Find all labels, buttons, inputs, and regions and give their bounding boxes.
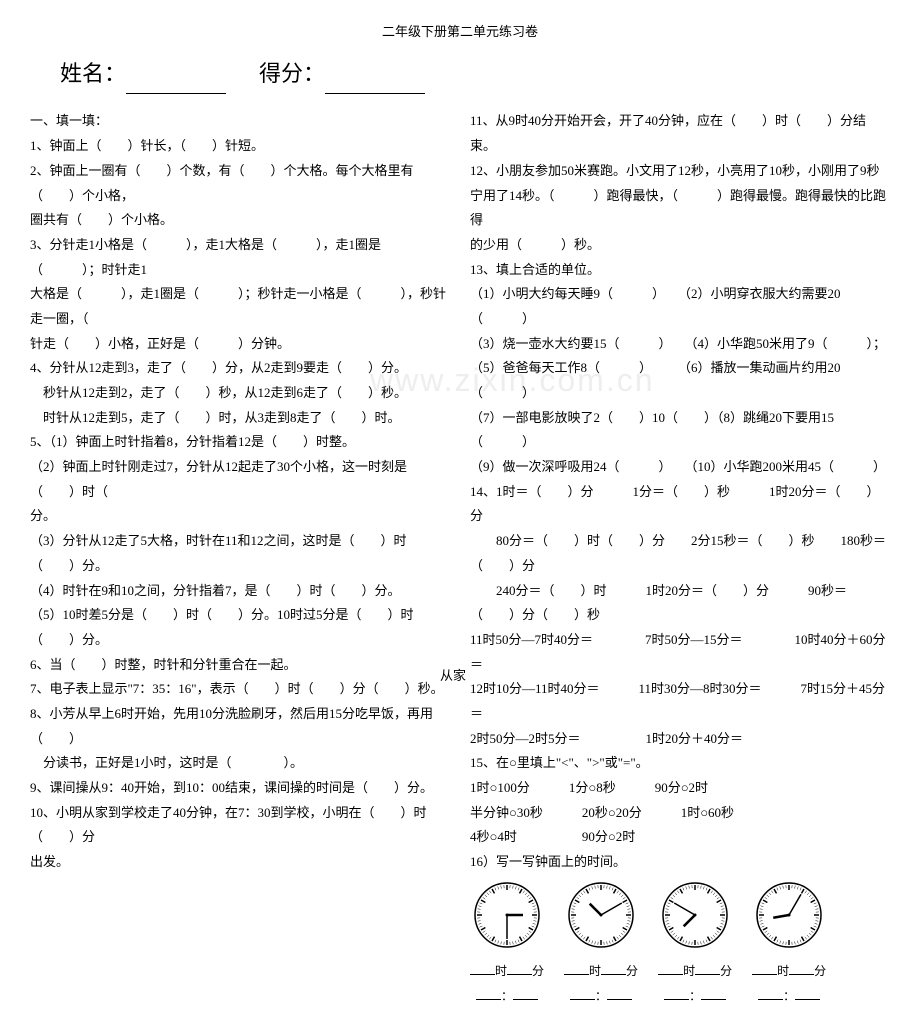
question-10b: 出发。 <box>30 850 450 875</box>
clock-sublabel: ： <box>470 985 544 1008</box>
clock-sublabel: ： <box>752 985 826 1008</box>
question-8b: 分读书，正好是1小时，这时是（ ）。 <box>30 751 450 776</box>
clocks-row: 时分： 时分： 时分： 时分： <box>470 880 890 1008</box>
clock-label: 时分 <box>658 960 732 983</box>
question-7: 7、电子表上显示"7：35：16"，表示（ ）时（ ）分（ ）秒。 <box>30 677 450 702</box>
question-15a: 1时○100分 1分○8秒 90分○2时 <box>470 776 890 801</box>
clock-item: 时分： <box>564 880 638 1008</box>
header-row: 姓名： 得分： <box>30 53 890 95</box>
question-12b: 宁用了14秒。（ ）跑得最快，（ ）跑得最慢。跑得最快的比跑得 <box>470 184 890 233</box>
fromhome-label: 从家 <box>440 664 466 689</box>
question-2b: 圈共有（ ）个小格。 <box>30 208 450 233</box>
question-13-1: （1）小明大约每天睡9（ ） （2）小明穿衣服大约需要20（ ） <box>470 282 890 331</box>
question-5a: 5、（1）钟面上时针指着8，分针指着12是（ ）时整。 <box>30 430 450 455</box>
question-13-5: （5）爸爸每天工作8（ ） （6）播放一集动画片约用20（ ） <box>470 356 890 405</box>
clock-item: 时分： <box>658 880 732 1008</box>
question-16: 16）写一写钟面上的时间。 <box>470 850 890 875</box>
question-13-3: （3）烧一壶水大约要15（ ） （4）小华跑50米用了9（ ）； <box>470 332 890 357</box>
question-15b: 半分钟○30秒 20秒○20分 1时○60秒 <box>470 801 890 826</box>
score-label: 得分： <box>259 61 325 86</box>
question-14d: 11时50分—7时40分＝ 7时50分—15分＝ 10时40分＋60分＝ <box>470 628 890 677</box>
question-15c: 4秒○4时 90分○2时 <box>470 825 890 850</box>
question-12a: 12、小朋友参加50米赛跑。小文用了12秒，小亮用了10秒，小刚用了9秒 <box>470 159 890 184</box>
question-12c: 的少用（ ）秒。 <box>470 233 890 258</box>
question-13: 13、填上合适的单位。 <box>470 258 890 283</box>
question-6: 6、当（ ）时整，时针和分针重合在一起。 <box>30 653 450 678</box>
question-11: 11、从9时40分开始开会，开了40分钟，应在（ ）时（ ）分结束。 <box>470 109 890 158</box>
question-14a: 14、1时＝（ ）分 1分＝（ ）秒 1时20分＝（ ）分 <box>470 480 890 529</box>
question-14b: 80分＝（ ）时（ ）分 2分15秒＝（ ）秒 180秒＝（ ）分 <box>470 529 890 578</box>
clock-sublabel: ： <box>658 985 732 1008</box>
question-14e: 12时10分—11时40分＝ 11时30分—8时30分＝ 7时15分＋45分＝ <box>470 677 890 726</box>
question-4b: 秒针从12走到2，走了（ ）秒，从12走到6走了（ ）秒。 <box>30 381 450 406</box>
score-blank <box>325 71 425 94</box>
left-column: 一、填一填： 1、钟面上（ ）针长，（ ）针短。 2、钟面上一圈有（ ）个数，有… <box>30 109 450 1008</box>
clock-sublabel: ： <box>564 985 638 1008</box>
clock-item: 时分： <box>470 880 544 1008</box>
question-5e: （4）时针在9和10之间，分针指着7，是（ ）时（ ）分。 <box>30 579 450 604</box>
question-4c: 时针从12走到5，走了（ ）时，从3走到8走了（ ）时。 <box>30 406 450 431</box>
clock-label: 时分 <box>470 960 544 983</box>
question-4a: 4、分针从12走到3，走了（ ）分，从2走到9要走（ ）分。 <box>30 356 450 381</box>
section-heading: 一、填一填： <box>30 109 450 134</box>
worksheet-title: 二年级下册第二单元练习卷 <box>30 20 890 45</box>
question-3b: 大格是（ ），走1圈是（ ）；秒针走一小格是（ ），秒针走一圈，（ <box>30 282 450 331</box>
question-14c: 240分＝（ ）时 1时20分＝（ ）分 90秒＝（ ）分（ ）秒 <box>470 579 890 628</box>
question-5d: （3）分针从12走了5大格，时针在11和12之间，这时是（ ）时（ ）分。 <box>30 529 450 578</box>
right-column: 11、从9时40分开始开会，开了40分钟，应在（ ）时（ ）分结束。 12、小朋… <box>470 109 890 1008</box>
question-15: 15、在○里填上"<"、">"或"="。 <box>470 751 890 776</box>
question-2a: 2、钟面上一圈有（ ）个数，有（ ）个大格。每个大格里有（ ）个小格， <box>30 159 450 208</box>
question-5c: 分。 <box>30 504 450 529</box>
question-3c: 针走（ ）小格，正好是（ ）分钟。 <box>30 332 450 357</box>
question-5f: （5）10时差5分是（ ）时（ ）分。10时过5分是（ ）时（ ）分。 <box>30 603 450 652</box>
question-5b: （2）钟面上时针刚走过7，分针从12起走了30个小格，这一时刻是（ ）时（ <box>30 455 450 504</box>
question-10a: 10、小明从家到学校走了40分钟，在7：30到学校，小明在（ ）时（ ）分 <box>30 801 450 850</box>
question-13-9: （9）做一次深呼吸用24（ ） （10）小华跑200米用45（ ） <box>470 455 890 480</box>
clock-label: 时分 <box>752 960 826 983</box>
name-blank <box>126 71 226 94</box>
question-9: 9、课间操从9：40开始，到10：00结束，课间操的时间是（ ）分。 <box>30 776 450 801</box>
question-13-7: （7）一部电影放映了2（ ）10（ ）（8）跳绳20下要用15（ ） <box>470 406 890 455</box>
name-label: 姓名： <box>60 61 126 86</box>
question-8a: 8、小芳从早上6时开始，先用10分洗脸刷牙，然后用15分吃早饭，再用（ ） <box>30 702 450 751</box>
question-1: 1、钟面上（ ）针长，（ ）针短。 <box>30 134 450 159</box>
question-14f: 2时50分—2时5分＝ 1时20分＋40分＝ <box>470 727 890 752</box>
question-3a: 3、分针走1小格是（ ），走1大格是（ ），走1圈是（ ）；时针走1 <box>30 233 450 282</box>
clock-item: 时分： <box>752 880 826 1008</box>
clock-label: 时分 <box>564 960 638 983</box>
